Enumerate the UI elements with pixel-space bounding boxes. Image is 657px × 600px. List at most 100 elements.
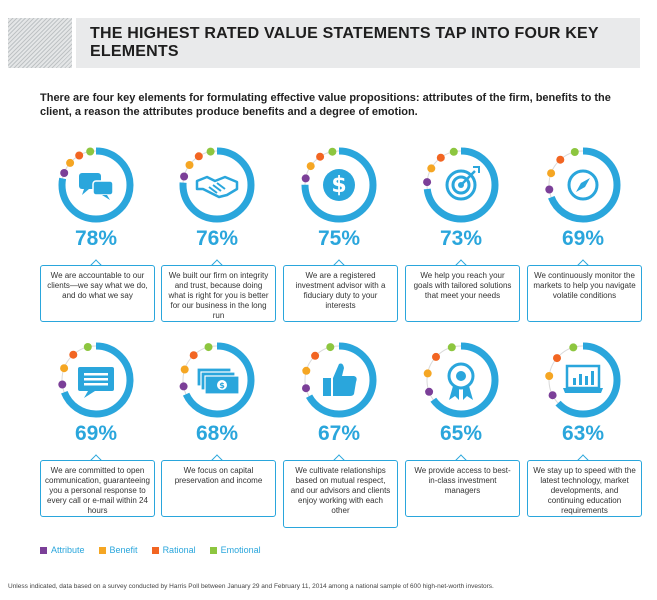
- element-dot: [427, 164, 436, 173]
- legend-item-rational: Rational: [151, 545, 196, 555]
- percent-label: 76%: [195, 227, 239, 250]
- element-dot: [548, 391, 557, 400]
- element-dot: [553, 354, 561, 363]
- element-dot: [60, 169, 69, 177]
- element-dot: [301, 174, 310, 183]
- award-ribbon-icon-ring: [423, 342, 499, 418]
- legend-label: Rational: [162, 545, 196, 555]
- statement-text: We are committed to open communication, …: [40, 460, 155, 517]
- laptop-chart-icon-ring: [545, 342, 621, 418]
- dollar-coin-icon-ring: $: [301, 147, 377, 223]
- element-dot: [425, 387, 434, 396]
- element-dot: [432, 352, 440, 361]
- element-dot: [204, 343, 213, 352]
- percent-arc: [423, 342, 499, 418]
- statement-text: We built our firm on integrity and trust…: [161, 265, 276, 322]
- element-dot: [75, 151, 84, 160]
- element-dot: [545, 372, 554, 380]
- legend-swatch-emotional: [209, 546, 217, 554]
- percent-label: 65%: [439, 422, 483, 445]
- element-dot: [66, 158, 75, 167]
- percent-arc: [179, 147, 255, 223]
- element-dot: [83, 343, 92, 351]
- handshake-icon: [195, 175, 239, 199]
- svg-text:$: $: [331, 173, 346, 198]
- element-dot: [556, 155, 565, 164]
- percent-arc: [179, 342, 255, 418]
- element-dot: [58, 380, 67, 389]
- element-dot: [206, 147, 215, 156]
- statement-text: We stay up to speed with the latest tech…: [527, 460, 642, 517]
- element-dot: [547, 169, 556, 178]
- element-dot: [569, 343, 578, 352]
- chat-bubbles-icon-ring: [58, 147, 134, 223]
- target-icon: [445, 166, 480, 201]
- statement-text: We are accountable to our clients—we say…: [40, 265, 155, 322]
- percent-arc: [301, 342, 377, 418]
- element-dot: [179, 382, 188, 391]
- element-dot: [180, 172, 189, 181]
- element-dot: [86, 147, 95, 156]
- element-dot: [185, 161, 194, 169]
- percent-arc: [301, 147, 377, 223]
- speech-bubble-icon-ring: [58, 342, 134, 418]
- percent-arc: [545, 147, 621, 223]
- handshake-icon-ring: [179, 147, 255, 223]
- element-dot: [311, 351, 320, 360]
- statement-text: We provide access to best-in-class inves…: [405, 460, 520, 517]
- legend-label: Benefit: [109, 545, 138, 555]
- legend: Attribute Benefit Rational Emotional: [40, 545, 261, 555]
- legend-swatch-rational: [151, 546, 159, 554]
- footnote: Unless indicated, data based on a survey…: [8, 583, 494, 590]
- statement-text: We are a registered investment advisor w…: [283, 265, 398, 322]
- svg-text:$: $: [219, 381, 225, 390]
- element-dot: [194, 152, 203, 161]
- percent-arc: [545, 342, 621, 418]
- element-dot: [180, 365, 189, 374]
- target-icon-ring: [423, 147, 499, 223]
- element-dot: [326, 343, 335, 352]
- legend-swatch-benefit: [98, 546, 106, 554]
- cash-stack-icon: $: [196, 367, 240, 395]
- percent-label: 68%: [195, 422, 239, 445]
- percent-arc: [423, 147, 499, 223]
- percent-label: 67%: [317, 422, 361, 445]
- percent-label: 78%: [74, 227, 118, 250]
- element-dot: [423, 178, 432, 187]
- chat-bubbles-icon: [79, 173, 114, 200]
- dollar-coin-icon: $: [323, 169, 355, 201]
- award-ribbon-icon: [447, 362, 475, 400]
- laptop-chart-icon: [563, 364, 603, 393]
- header-title-box: THE HIGHEST RATED VALUE STATEMENTS TAP I…: [76, 18, 640, 68]
- element-dot: [306, 162, 315, 171]
- element-dot: [570, 148, 579, 156]
- thumbs-up-icon: [323, 363, 357, 396]
- element-dot: [69, 350, 78, 359]
- legend-item-attribute: Attribute: [40, 545, 85, 555]
- legend-label: Emotional: [220, 545, 261, 555]
- header-stripe-decoration: [8, 18, 72, 68]
- legend-swatch-attribute: [40, 546, 47, 554]
- element-dot: [302, 366, 311, 375]
- element-dot: [436, 153, 445, 162]
- percent-label: 75%: [317, 227, 361, 250]
- percent-arc: [58, 342, 134, 418]
- percent-label: 63%: [561, 422, 605, 445]
- percent-label: 69%: [561, 227, 605, 250]
- percent-label: 69%: [74, 422, 118, 445]
- intro-text: There are four key elements for formulat…: [40, 92, 611, 118]
- legend-label: Attribute: [51, 545, 85, 555]
- legend-item-emotional: Emotional: [209, 545, 261, 555]
- compass-icon: [567, 169, 599, 201]
- element-dot: [447, 343, 456, 352]
- element-dot: [60, 364, 69, 373]
- cash-stack-icon-ring: $: [179, 342, 255, 418]
- statement-text: We focus on capital preservation and inc…: [161, 460, 276, 517]
- percent-arc: [58, 147, 134, 223]
- compass-icon-ring: [545, 147, 621, 223]
- header-bar: THE HIGHEST RATED VALUE STATEMENTS TAP I…: [0, 18, 640, 68]
- statement-text: We help you reach your goals with tailor…: [405, 265, 520, 322]
- element-dot: [545, 185, 554, 194]
- element-dot: [189, 351, 198, 360]
- percent-label: 73%: [439, 227, 483, 250]
